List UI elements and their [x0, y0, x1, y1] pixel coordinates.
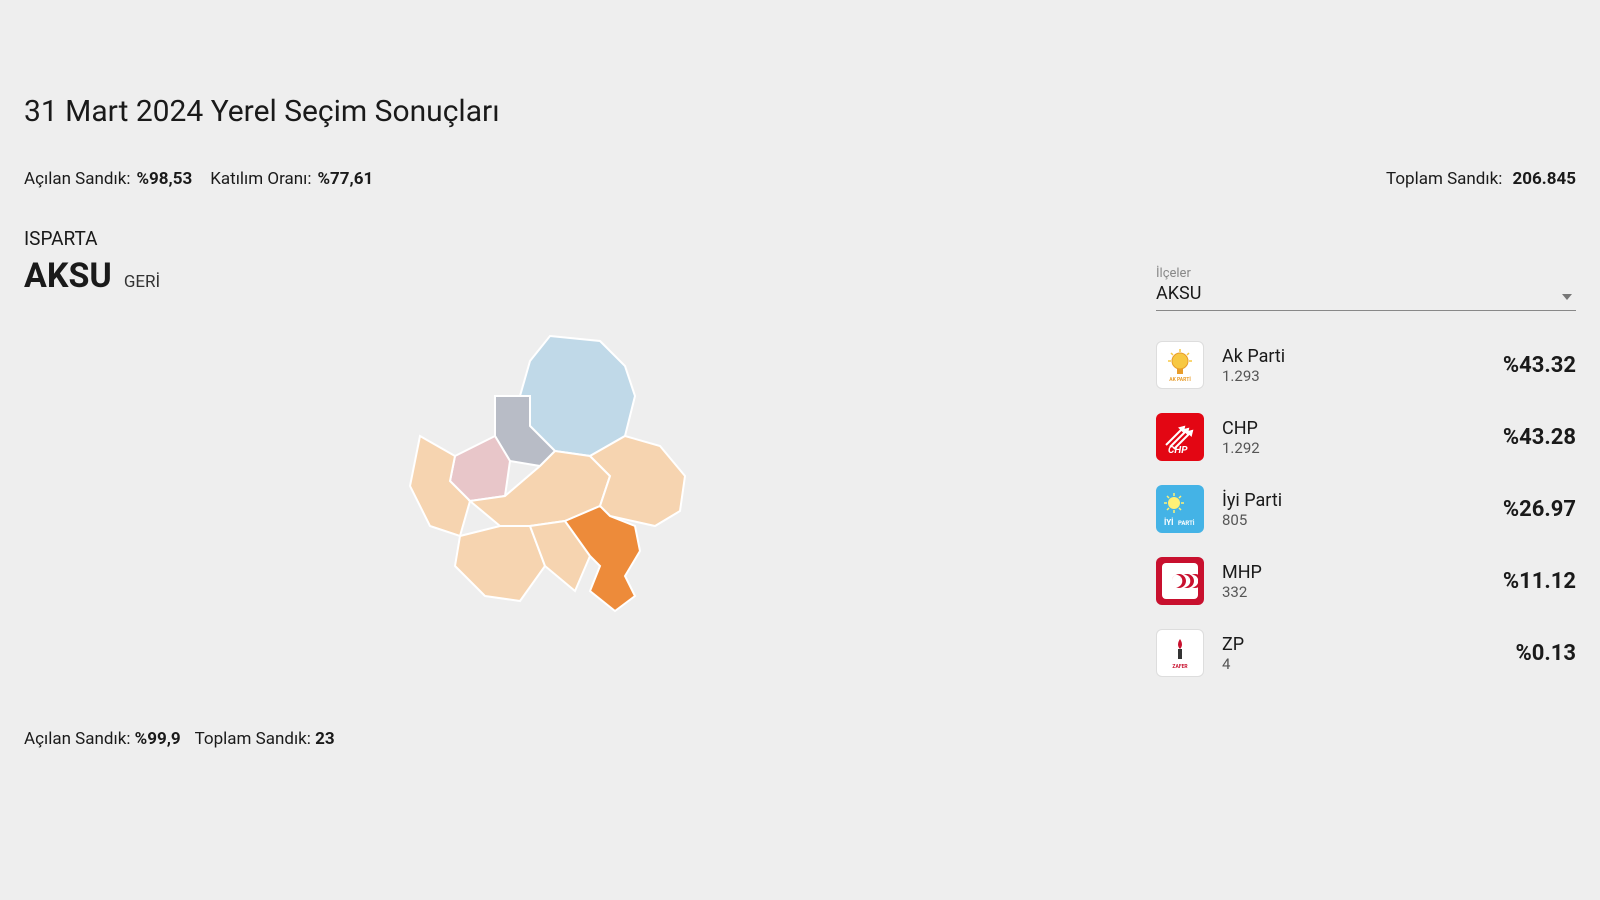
party-name: ZP [1222, 634, 1515, 655]
party-votes: 1.293 [1222, 367, 1503, 385]
party-row[interactable]: ZAFER ZP4%0.13 [1156, 617, 1576, 689]
party-votes: 1.292 [1222, 439, 1503, 457]
bottom-stats-row: Açılan Sandık: %99,9 Toplam Sandık: 23 [24, 729, 1576, 749]
district-select[interactable]: İlçeler AKSU [1156, 266, 1576, 311]
party-row[interactable]: MHP332%11.12 [1156, 545, 1576, 617]
party-percentage: %26.97 [1503, 497, 1576, 522]
party-logo-icon [1156, 557, 1204, 605]
turnout-value: %77,61 [317, 169, 373, 189]
party-percentage: %43.28 [1503, 425, 1576, 450]
party-name: İyi Parti [1222, 490, 1503, 511]
total-boxes-value: 206.845 [1513, 169, 1576, 189]
turnout-label: Katılım Oranı: [210, 169, 311, 189]
opened-boxes-label: Açılan Sandık: [24, 169, 130, 189]
svg-text:CHP: CHP [1168, 445, 1188, 456]
top-stats-row: Açılan Sandık: %98,53 Katılım Oranı: %77… [24, 169, 1576, 189]
party-logo-icon: AK PARTİ [1156, 341, 1204, 389]
party-votes: 805 [1222, 511, 1503, 529]
back-link[interactable]: GERİ [124, 272, 160, 292]
total-boxes-label: Toplam Sandık: [1386, 169, 1502, 189]
party-percentage: %43.32 [1503, 353, 1576, 378]
province-name: ISPARTA [24, 227, 1576, 250]
party-logo-icon: İYİ PARTİ [1156, 485, 1204, 533]
party-row[interactable]: CHPCHP1.292%43.28 [1156, 401, 1576, 473]
party-name: MHP [1222, 562, 1503, 583]
bottom-opened-value: %99,9 [135, 729, 181, 749]
svg-text:ZAFER: ZAFER [1172, 664, 1188, 670]
svg-text:AK PARTİ: AK PARTİ [1169, 376, 1191, 383]
bottom-opened-label: Açılan Sandık: [24, 729, 130, 749]
party-percentage: %11.12 [1503, 569, 1576, 594]
party-row[interactable]: İYİ PARTİ İyi Parti805%26.97 [1156, 473, 1576, 545]
party-votes: 332 [1222, 583, 1503, 601]
page-title: 31 Mart 2024 Yerel Seçim Sonuçları [24, 94, 1576, 129]
party-name: CHP [1222, 418, 1503, 439]
svg-text:İYİ: İYİ [1164, 518, 1174, 527]
district-select-label: İlçeler [1156, 266, 1576, 281]
chevron-down-icon [1562, 294, 1572, 300]
bottom-total-value: 23 [315, 729, 335, 749]
bottom-total-label: Toplam Sandık: [195, 729, 311, 749]
district-select-value: AKSU [1156, 283, 1576, 304]
party-name: Ak Parti [1222, 346, 1503, 367]
party-row[interactable]: AK PARTİ Ak Parti1.293%43.32 [1156, 329, 1576, 401]
party-votes: 4 [1222, 655, 1515, 673]
district-map[interactable] [400, 326, 740, 626]
party-logo-icon: ZAFER [1156, 629, 1204, 677]
party-percentage: %0.13 [1515, 641, 1576, 666]
district-name: AKSU [24, 256, 112, 296]
map-region[interactable] [455, 526, 545, 601]
party-logo-icon: CHP [1156, 413, 1204, 461]
svg-text:PARTİ: PARTİ [1178, 520, 1195, 527]
opened-boxes-value: %98,53 [136, 169, 192, 189]
